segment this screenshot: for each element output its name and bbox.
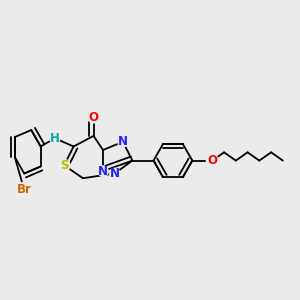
Circle shape bbox=[88, 111, 99, 123]
Text: Br: Br bbox=[17, 184, 32, 196]
Circle shape bbox=[98, 166, 108, 176]
Circle shape bbox=[206, 155, 218, 167]
Text: O: O bbox=[88, 111, 99, 124]
Circle shape bbox=[50, 133, 60, 143]
Text: O: O bbox=[207, 154, 217, 167]
Circle shape bbox=[118, 136, 128, 147]
Text: N: N bbox=[98, 165, 108, 178]
Circle shape bbox=[58, 159, 70, 171]
Text: N: N bbox=[118, 135, 128, 148]
Circle shape bbox=[110, 168, 120, 179]
Text: N: N bbox=[110, 167, 120, 180]
Text: H: H bbox=[50, 132, 60, 145]
Text: S: S bbox=[60, 159, 68, 172]
Circle shape bbox=[17, 182, 32, 197]
